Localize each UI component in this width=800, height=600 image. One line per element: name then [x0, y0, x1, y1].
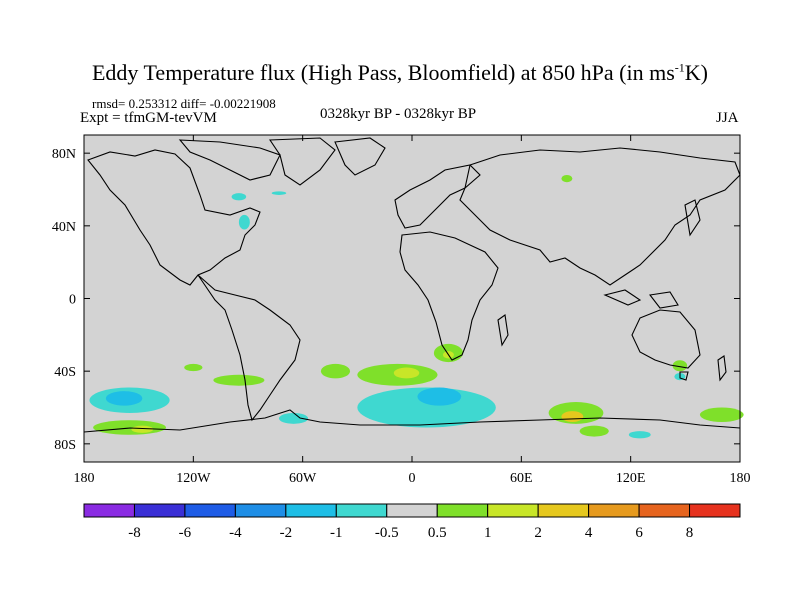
coastlines: [83, 137, 741, 433]
x-tick-label: 180: [74, 471, 95, 486]
y-tick-label: 80N: [52, 147, 76, 162]
y-axis: 80N 40N 0 40S 80S: [52, 147, 740, 453]
colorbar-swatch: [335, 503, 388, 518]
title-superscript: -1: [674, 60, 685, 75]
anomaly-14: [213, 374, 265, 386]
x-tick-label: 60W: [289, 471, 317, 486]
anomaly-5: [393, 367, 420, 379]
colorbar-label: -4: [229, 525, 242, 541]
colorbar-swatch: [638, 503, 691, 518]
title-text: Eddy Temperature flux (High Pass, Bloomf…: [91, 60, 675, 85]
colorbar-swatch: [436, 503, 489, 518]
colorbar-swatch: [487, 503, 539, 518]
anomaly-12: [93, 420, 166, 435]
anomaly-0: [238, 214, 250, 230]
figure-title: Eddy Temperature flux (High Pass, Bloomf…: [0, 60, 800, 86]
colorbar-label: -0.5: [375, 525, 399, 541]
colorbar-swatch: [184, 503, 236, 518]
anomaly-21: [278, 412, 309, 424]
anomaly-8: [357, 387, 496, 428]
anomaly-layer: [89, 174, 744, 439]
colorbar-label: 8: [686, 525, 694, 541]
colorbar-swatch: [234, 503, 287, 518]
colorbar-label: 2: [534, 525, 542, 541]
x-tick-label: 120W: [176, 471, 211, 486]
colorbar-swatch: [83, 503, 135, 518]
experiment-label: Expt = tfmGM-tevVM: [80, 110, 217, 126]
colorbar-swatch: [689, 503, 741, 518]
colorbar-label: 4: [585, 525, 593, 541]
y-tick-label: 80S: [54, 438, 76, 453]
colorbar-label: 0.5: [428, 525, 447, 541]
anomaly-1: [231, 193, 247, 201]
anomaly-15: [184, 363, 203, 372]
anomaly-20: [699, 407, 744, 423]
colorbar-swatch: [537, 503, 590, 518]
colorbar-swatch: [285, 503, 337, 518]
title-end: K): [684, 60, 708, 85]
anomaly-17: [561, 411, 584, 423]
x-tick-label: 120E: [616, 471, 646, 486]
colorbar-label: -8: [128, 525, 141, 541]
colorbar-label: -1: [330, 525, 343, 541]
period-label: 0328kyr BP - 0328kyr BP: [320, 106, 477, 122]
anomaly-9: [417, 387, 462, 406]
x-axis: 180 120W 60W 0 60E 120E 180: [74, 135, 751, 486]
colorbar-swatch: [386, 503, 438, 518]
stats-text: rmsd= 0.253312 diff= -0.00221908: [92, 96, 276, 111]
anomaly-3: [561, 174, 573, 183]
y-tick-label: 0: [69, 293, 76, 308]
anomaly-13: [131, 425, 154, 433]
anomaly-18: [672, 360, 688, 372]
anomaly-11: [105, 391, 143, 406]
y-tick-label: 40S: [54, 365, 76, 380]
colorbar-label: -6: [179, 525, 192, 541]
colorbar-label: 1: [484, 525, 492, 541]
anomaly-2: [271, 191, 287, 195]
colorbar-swatch: [133, 503, 186, 518]
anomaly-23: [628, 431, 651, 439]
anomaly-24: [579, 425, 609, 437]
colorbar-label: 6: [635, 525, 643, 541]
anomaly-22: [320, 363, 351, 379]
x-tick-label: 180: [730, 471, 751, 486]
colorbar-swatch: [588, 503, 640, 518]
colorbar-label: -2: [280, 525, 293, 541]
y-tick-label: 40N: [52, 220, 76, 235]
season-label: JJA: [716, 110, 739, 126]
x-tick-label: 60E: [510, 471, 533, 486]
x-tick-label: 0: [409, 471, 416, 486]
colorbar: -8 -6 -4 -2 -1 -0.5 0.5 1 2 4 6 8: [83, 503, 741, 541]
